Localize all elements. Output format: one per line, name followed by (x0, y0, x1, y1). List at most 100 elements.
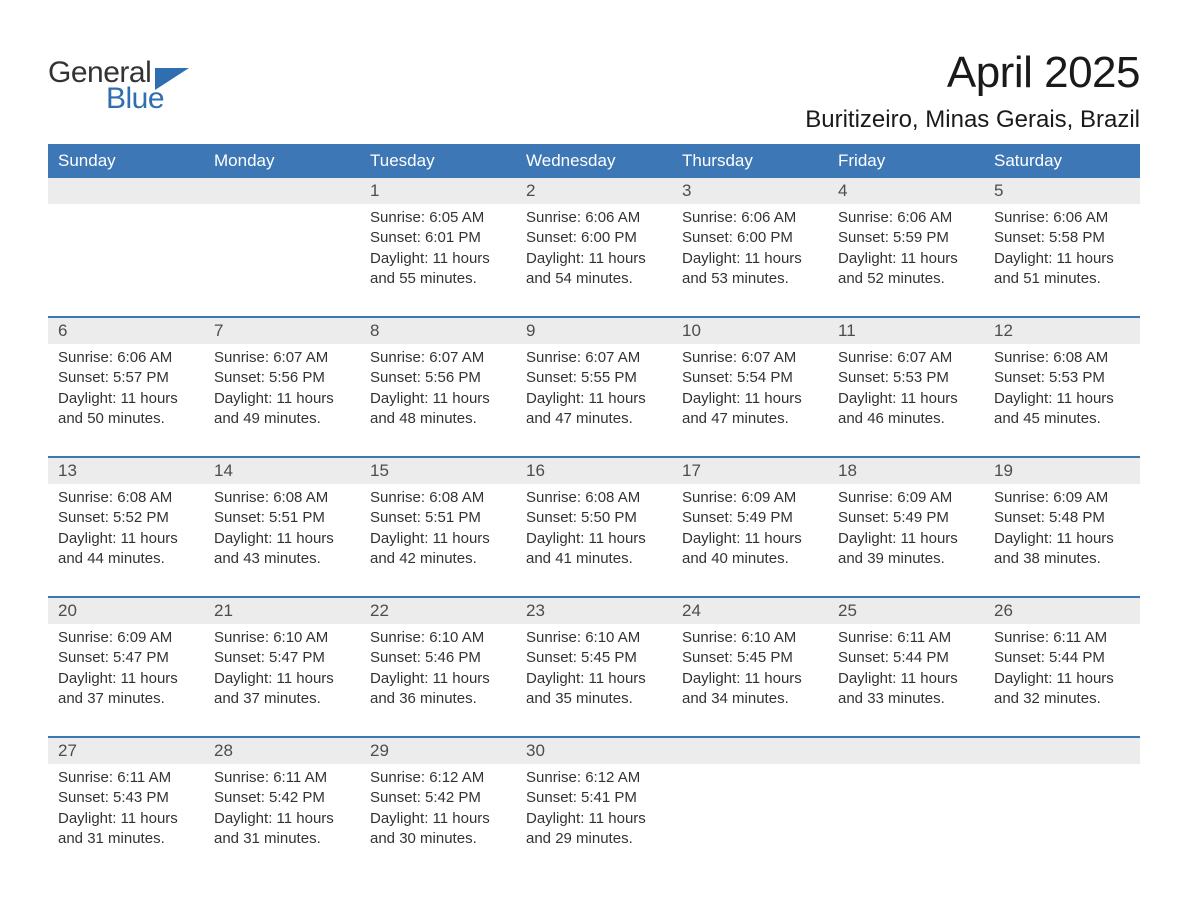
sunrise-line: Sunrise: 6:06 AM (838, 208, 974, 228)
daylight-line: Daylight: 11 hours and 54 minutes. (526, 249, 662, 290)
day-number: 7 (204, 318, 360, 344)
daylight-line: Daylight: 11 hours and 39 minutes. (838, 529, 974, 570)
day-cell: Sunrise: 6:06 AMSunset: 6:00 PMDaylight:… (672, 204, 828, 316)
day-number: 13 (48, 458, 204, 484)
daylight-line: Daylight: 11 hours and 37 minutes. (214, 669, 350, 710)
dow-cell: Monday (204, 144, 360, 178)
sunrise-line: Sunrise: 6:10 AM (526, 628, 662, 648)
day-number: 27 (48, 738, 204, 764)
sunset-line: Sunset: 5:45 PM (526, 648, 662, 668)
week-body-row: Sunrise: 6:05 AMSunset: 6:01 PMDaylight:… (48, 204, 1140, 316)
day-cell: Sunrise: 6:10 AMSunset: 5:47 PMDaylight:… (204, 624, 360, 736)
daylight-line: Daylight: 11 hours and 49 minutes. (214, 389, 350, 430)
dow-cell: Friday (828, 144, 984, 178)
day-number: 10 (672, 318, 828, 344)
day-cell: Sunrise: 6:08 AMSunset: 5:51 PMDaylight:… (360, 484, 516, 596)
day-cell: Sunrise: 6:08 AMSunset: 5:52 PMDaylight:… (48, 484, 204, 596)
sunset-line: Sunset: 5:53 PM (838, 368, 974, 388)
sunset-line: Sunset: 5:48 PM (994, 508, 1130, 528)
day-number (204, 178, 360, 204)
day-number (48, 178, 204, 204)
sunrise-line: Sunrise: 6:09 AM (994, 488, 1130, 508)
daylight-line: Daylight: 11 hours and 47 minutes. (526, 389, 662, 430)
calendar: SundayMondayTuesdayWednesdayThursdayFrid… (48, 144, 1140, 876)
day-cell: Sunrise: 6:09 AMSunset: 5:47 PMDaylight:… (48, 624, 204, 736)
sunrise-line: Sunrise: 6:10 AM (682, 628, 818, 648)
week-body-row: Sunrise: 6:09 AMSunset: 5:47 PMDaylight:… (48, 624, 1140, 736)
day-number (828, 738, 984, 764)
sunset-line: Sunset: 5:41 PM (526, 788, 662, 808)
day-cell: Sunrise: 6:06 AMSunset: 5:58 PMDaylight:… (984, 204, 1140, 316)
day-number: 19 (984, 458, 1140, 484)
sunrise-line: Sunrise: 6:09 AM (682, 488, 818, 508)
day-cell: Sunrise: 6:09 AMSunset: 5:48 PMDaylight:… (984, 484, 1140, 596)
sunrise-line: Sunrise: 6:11 AM (58, 768, 194, 788)
day-of-week-header: SundayMondayTuesdayWednesdayThursdayFrid… (48, 144, 1140, 178)
daylight-line: Daylight: 11 hours and 30 minutes. (370, 809, 506, 850)
sunset-line: Sunset: 5:53 PM (994, 368, 1130, 388)
day-number: 14 (204, 458, 360, 484)
daylight-line: Daylight: 11 hours and 31 minutes. (214, 809, 350, 850)
day-cell: Sunrise: 6:12 AMSunset: 5:42 PMDaylight:… (360, 764, 516, 876)
sunset-line: Sunset: 5:44 PM (994, 648, 1130, 668)
day-number: 28 (204, 738, 360, 764)
sunset-line: Sunset: 5:46 PM (370, 648, 506, 668)
sunrise-line: Sunrise: 6:10 AM (370, 628, 506, 648)
sunrise-line: Sunrise: 6:06 AM (994, 208, 1130, 228)
sunrise-line: Sunrise: 6:06 AM (682, 208, 818, 228)
sunrise-line: Sunrise: 6:07 AM (526, 348, 662, 368)
week-body-row: Sunrise: 6:06 AMSunset: 5:57 PMDaylight:… (48, 344, 1140, 456)
title-block: April 2025 Buritizeiro, Minas Gerais, Br… (805, 48, 1140, 134)
day-number: 11 (828, 318, 984, 344)
day-cell: Sunrise: 6:07 AMSunset: 5:54 PMDaylight:… (672, 344, 828, 456)
day-number: 1 (360, 178, 516, 204)
daylight-line: Daylight: 11 hours and 35 minutes. (526, 669, 662, 710)
sunset-line: Sunset: 5:43 PM (58, 788, 194, 808)
daylight-line: Daylight: 11 hours and 51 minutes. (994, 249, 1130, 290)
day-cell: Sunrise: 6:11 AMSunset: 5:44 PMDaylight:… (984, 624, 1140, 736)
daylight-line: Daylight: 11 hours and 43 minutes. (214, 529, 350, 570)
day-number: 8 (360, 318, 516, 344)
sunrise-line: Sunrise: 6:08 AM (994, 348, 1130, 368)
sunrise-line: Sunrise: 6:07 AM (682, 348, 818, 368)
daylight-line: Daylight: 11 hours and 44 minutes. (58, 529, 194, 570)
sunset-line: Sunset: 5:51 PM (214, 508, 350, 528)
sunrise-line: Sunrise: 6:12 AM (370, 768, 506, 788)
dow-cell: Saturday (984, 144, 1140, 178)
day-cell: Sunrise: 6:06 AMSunset: 6:00 PMDaylight:… (516, 204, 672, 316)
day-number: 17 (672, 458, 828, 484)
daylight-line: Daylight: 11 hours and 38 minutes. (994, 529, 1130, 570)
day-number-row: 27282930 (48, 736, 1140, 764)
sunset-line: Sunset: 5:51 PM (370, 508, 506, 528)
day-cell: Sunrise: 6:07 AMSunset: 5:56 PMDaylight:… (204, 344, 360, 456)
sunrise-line: Sunrise: 6:12 AM (526, 768, 662, 788)
sunrise-line: Sunrise: 6:09 AM (838, 488, 974, 508)
sunrise-line: Sunrise: 6:08 AM (370, 488, 506, 508)
day-cell: Sunrise: 6:08 AMSunset: 5:50 PMDaylight:… (516, 484, 672, 596)
daylight-line: Daylight: 11 hours and 47 minutes. (682, 389, 818, 430)
sunrise-line: Sunrise: 6:08 AM (526, 488, 662, 508)
location-subtitle: Buritizeiro, Minas Gerais, Brazil (805, 106, 1140, 134)
day-cell: Sunrise: 6:11 AMSunset: 5:43 PMDaylight:… (48, 764, 204, 876)
sunset-line: Sunset: 5:52 PM (58, 508, 194, 528)
daylight-line: Daylight: 11 hours and 45 minutes. (994, 389, 1130, 430)
day-number: 6 (48, 318, 204, 344)
dow-cell: Wednesday (516, 144, 672, 178)
day-number: 22 (360, 598, 516, 624)
day-cell: Sunrise: 6:08 AMSunset: 5:51 PMDaylight:… (204, 484, 360, 596)
day-number: 29 (360, 738, 516, 764)
sunrise-line: Sunrise: 6:10 AM (214, 628, 350, 648)
day-cell: Sunrise: 6:07 AMSunset: 5:56 PMDaylight:… (360, 344, 516, 456)
daylight-line: Daylight: 11 hours and 48 minutes. (370, 389, 506, 430)
day-number: 5 (984, 178, 1140, 204)
day-number: 26 (984, 598, 1140, 624)
sunset-line: Sunset: 5:57 PM (58, 368, 194, 388)
day-number (672, 738, 828, 764)
daylight-line: Daylight: 11 hours and 33 minutes. (838, 669, 974, 710)
sunset-line: Sunset: 6:00 PM (526, 228, 662, 248)
day-cell: Sunrise: 6:06 AMSunset: 5:59 PMDaylight:… (828, 204, 984, 316)
day-number-row: 12345 (48, 178, 1140, 204)
sunset-line: Sunset: 5:54 PM (682, 368, 818, 388)
day-number-row: 20212223242526 (48, 596, 1140, 624)
daylight-line: Daylight: 11 hours and 46 minutes. (838, 389, 974, 430)
